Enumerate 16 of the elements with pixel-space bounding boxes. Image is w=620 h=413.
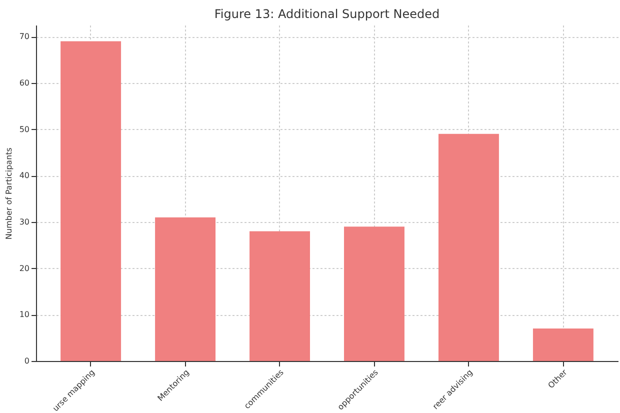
bar xyxy=(438,134,499,361)
bar xyxy=(250,231,310,361)
bar xyxy=(344,226,404,361)
bar xyxy=(532,328,594,361)
y-tick-label: 30 xyxy=(19,217,30,226)
y-tick-label: 0 xyxy=(24,356,30,366)
y-axis-title: Number of Participants xyxy=(4,148,14,240)
bar xyxy=(60,41,122,361)
y-tick-label: 20 xyxy=(19,264,30,273)
bar xyxy=(155,217,216,361)
y-tick-label: 60 xyxy=(19,78,30,88)
y-tick-label: 40 xyxy=(19,171,30,180)
y-tick-label: 10 xyxy=(19,310,30,320)
y-tick-label: 50 xyxy=(19,124,30,134)
y-tick-label: 70 xyxy=(19,32,30,42)
chart-title: Figure 13: Additional Support Needed xyxy=(214,7,440,21)
